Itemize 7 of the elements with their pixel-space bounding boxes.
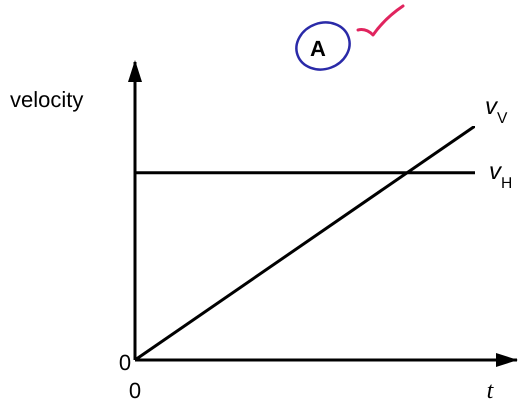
text: 0: [128, 378, 142, 403]
x-axis-title: t: [486, 378, 495, 404]
annotation: 0: [118, 350, 132, 375]
text: A: [310, 36, 326, 61]
series-label: v$_{H}$: [489, 158, 512, 192]
series-label: v$_{V}$: [485, 93, 508, 126]
y-axis-title: velocity: [10, 87, 84, 112]
